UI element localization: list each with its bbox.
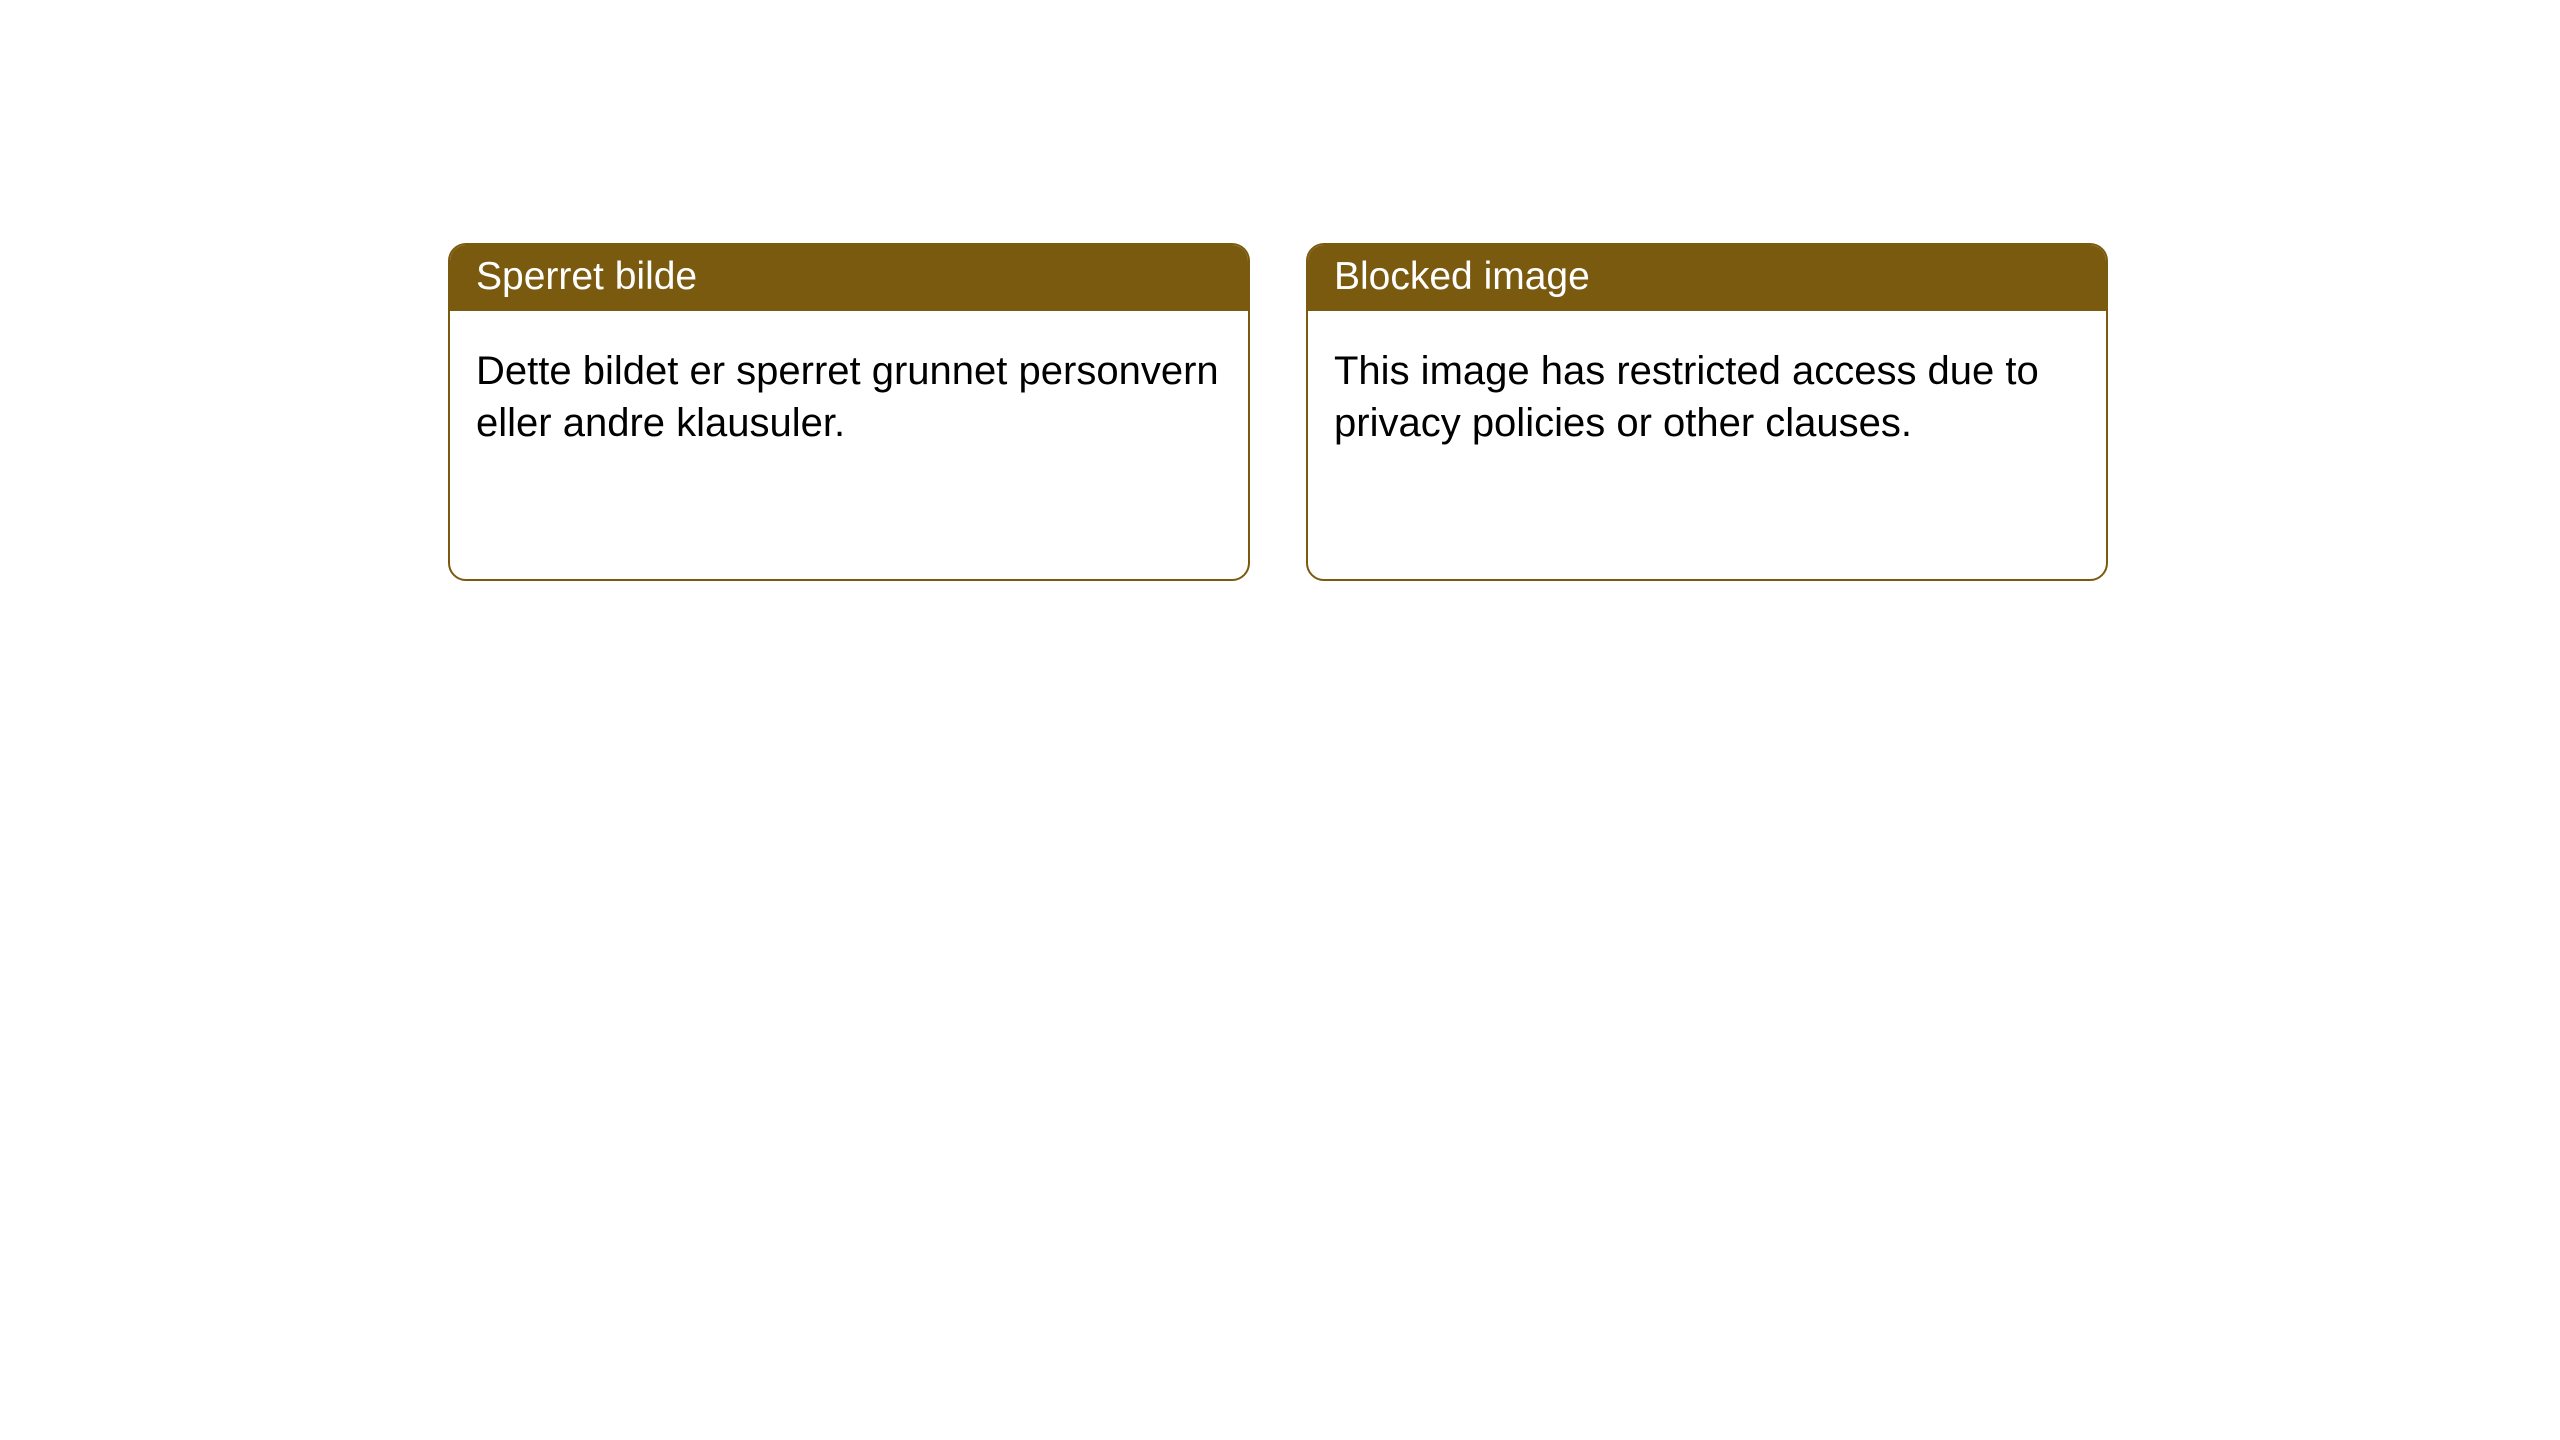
notice-card-norwegian: Sperret bilde Dette bildet er sperret gr… [448, 243, 1250, 581]
card-body-text: This image has restricted access due to … [1308, 311, 2106, 475]
card-title: Blocked image [1308, 245, 2106, 311]
card-body-text: Dette bildet er sperret grunnet personve… [450, 311, 1248, 475]
notice-container: Sperret bilde Dette bildet er sperret gr… [0, 0, 2560, 581]
notice-card-english: Blocked image This image has restricted … [1306, 243, 2108, 581]
card-title: Sperret bilde [450, 245, 1248, 311]
